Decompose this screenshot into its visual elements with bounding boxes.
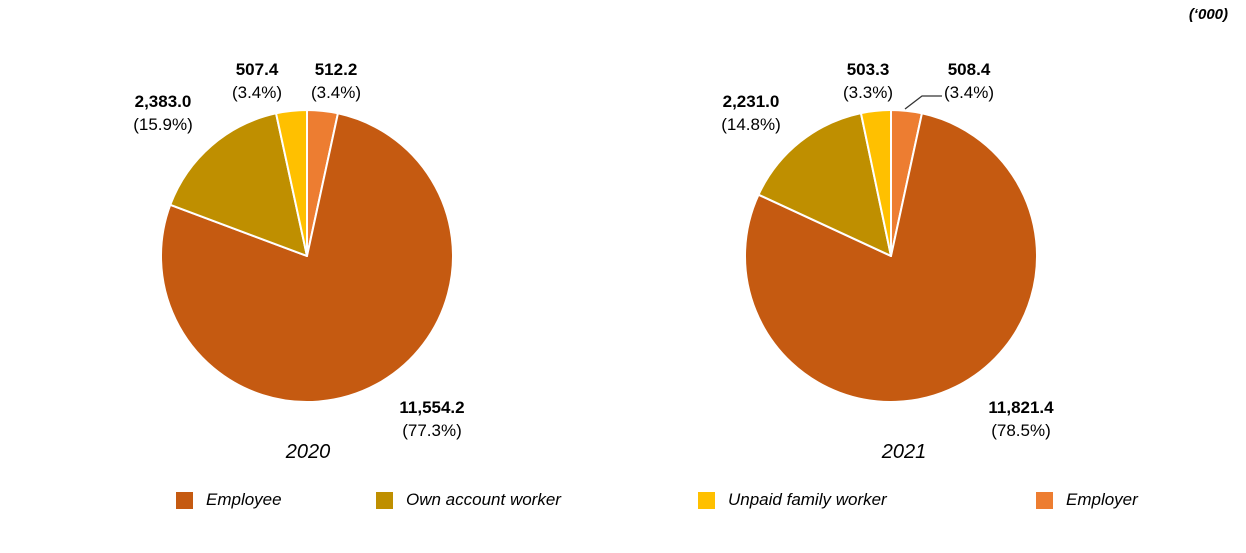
label-percent: (3.3%) — [842, 83, 894, 102]
label-percent: (15.9%) — [133, 115, 193, 134]
pie-2021-slice-employee — [744, 112, 1038, 403]
pie-2020-slice-unpaid-family-worker — [275, 109, 308, 257]
label-value: 508.4 — [947, 60, 991, 79]
pie-2021-slice-unpaid-family-worker — [859, 109, 892, 257]
label-2020-unpaid-family-worker: 507.4 (3.4%) — [232, 58, 282, 104]
legend-item-unpaid-family-worker: Unpaid family worker — [698, 490, 887, 510]
label-percent: (3.4%) — [310, 83, 362, 102]
leader-line-2021-employer — [904, 95, 942, 110]
legend-swatch-own-account-worker — [376, 491, 393, 509]
label-value: 2,383.0 — [134, 92, 192, 111]
legend-label: Own account worker — [406, 490, 561, 509]
label-percent: (3.4%) — [231, 83, 283, 102]
legend-swatch-unpaid-family-worker — [698, 491, 715, 509]
label-2021-employer: 508.4 (3.4%) — [944, 58, 994, 104]
label-2021-own-account-worker: 2,231.0 (14.8%) — [721, 90, 781, 136]
pie-2020-slice-employee — [160, 112, 454, 403]
label-value: 507.4 — [235, 60, 279, 79]
legend: Employee Own account worker Unpaid famil… — [0, 490, 1246, 512]
legend-item-employee: Employee — [176, 490, 282, 510]
pie-2021-slice-own-account-worker — [757, 112, 892, 257]
label-percent: (3.4%) — [943, 83, 995, 102]
label-2021-unpaid-family-worker: 503.3 (3.3%) — [843, 58, 893, 104]
label-2020-employer: 512.2 (3.4%) — [311, 58, 361, 104]
legend-item-own-account-worker: Own account worker — [376, 490, 561, 510]
unit-label: (‘000) — [1188, 6, 1228, 23]
label-percent: (77.3%) — [402, 421, 462, 440]
pie-2020-slice-own-account-worker — [169, 112, 308, 257]
label-value: 11,554.2 — [399, 398, 465, 417]
year-label-2021: 2021 — [881, 441, 927, 463]
label-value: 512.2 — [314, 60, 358, 79]
label-value: 2,231.0 — [722, 92, 780, 111]
legend-label: Employee — [206, 490, 282, 509]
label-value: 503.3 — [846, 60, 890, 79]
label-2021-employee: 11,821.4 (78.5%) — [988, 396, 1053, 442]
label-percent: (78.5%) — [991, 421, 1051, 440]
label-percent: (14.8%) — [721, 115, 781, 134]
legend-label: Employer — [1066, 490, 1138, 509]
label-value: 11,821.4 — [988, 398, 1054, 417]
year-label-2020: 2020 — [285, 441, 331, 463]
legend-item-employer: Employer — [1036, 490, 1138, 510]
legend-swatch-employer — [1036, 491, 1053, 509]
label-2020-employee: 11,554.2 (77.3%) — [399, 396, 464, 442]
legend-swatch-employee — [176, 491, 193, 509]
legend-label: Unpaid family worker — [728, 490, 887, 509]
label-2020-own-account-worker: 2,383.0 (15.9%) — [133, 90, 193, 136]
